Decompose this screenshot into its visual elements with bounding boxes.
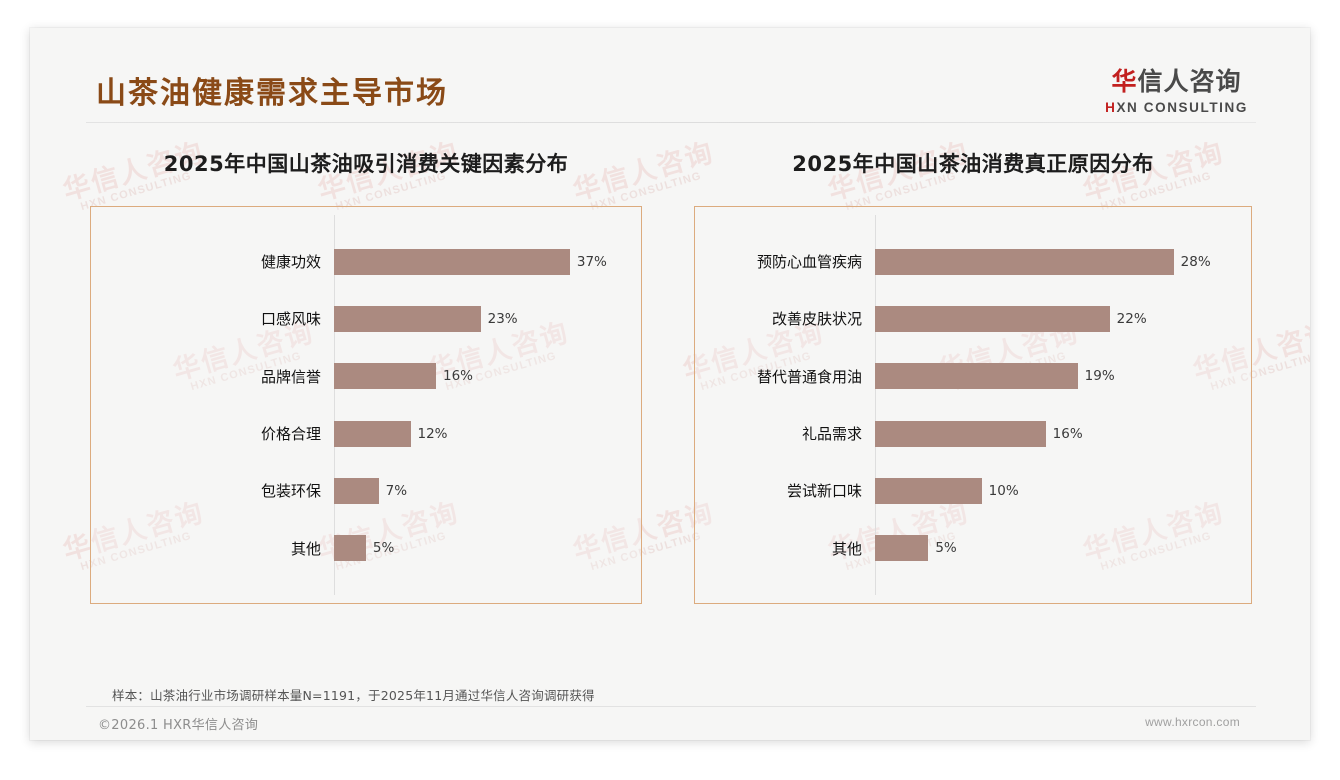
plot-left: 健康功效 37% 口感风味 23% 品牌信誉 16% 价格合理 12% 包装环保 7% 其他 5%	[91, 207, 641, 603]
bar-category-label: 健康功效	[260, 253, 321, 272]
bar-track: 10%	[875, 477, 1241, 504]
bar-row: 改善皮肤状况 22%	[695, 305, 1241, 333]
website-url: www.hxrcon.com	[1145, 715, 1240, 729]
bar	[875, 363, 1078, 390]
plot-right: 预防心血管疾病 28% 改善皮肤状况 22% 替代普通食用油 19% 礼品需求 16% 尝试新口…	[695, 207, 1251, 603]
slide-footer: ©2026.1 HXR华信人咨询 www.hxrcon.com	[30, 714, 1310, 740]
bar-row: 尝试新口味 10%	[695, 477, 1241, 505]
bar-category-label: 尝试新口味	[786, 482, 862, 501]
bar	[334, 363, 436, 390]
bar-row: 预防心血管疾病 28%	[695, 248, 1241, 276]
bar-category-label: 替代普通食用油	[756, 367, 862, 386]
bar-track: 22%	[875, 305, 1241, 332]
bar	[875, 477, 982, 504]
bar-value-label: 16%	[443, 368, 474, 385]
bar-row: 礼品需求 16%	[695, 420, 1241, 448]
bar-category-label: 口感风味	[260, 310, 321, 329]
slide: 华信人咨询 HXN CONSULTING 华信人咨询 HXN CONSULTING 华信…	[30, 28, 1310, 740]
bar-track: 23%	[334, 305, 631, 332]
bar-track: 5%	[875, 535, 1241, 562]
bar-row: 替代普通食用油 19%	[695, 362, 1241, 390]
header-divider	[86, 122, 1256, 123]
page-title: 山茶油健康需求主导市场	[96, 76, 448, 111]
bar-value-label: 23%	[487, 310, 518, 327]
chart-title-right: 2025年中国山茶油消费真正原因分布	[792, 152, 1154, 176]
axis-line-right	[875, 215, 876, 595]
bar-row: 价格合理 12%	[91, 420, 631, 448]
chart-panel-right: 预防心血管疾病 28% 改善皮肤状况 22% 替代普通食用油 19% 礼品需求 16% 尝试新口…	[694, 206, 1252, 604]
footnote: 样本：山茶油行业市场调研样本量N=1191，于2025年11月通过华信人咨询调研…	[112, 688, 595, 703]
bar-category-label: 品牌信誉	[260, 367, 321, 386]
bar-value-label: 5%	[372, 540, 395, 557]
bar-row: 品牌信誉 16%	[91, 362, 631, 390]
chart-title-left: 2025年中国山茶油吸引消费关键因素分布	[163, 152, 569, 176]
bar-category-label: 改善皮肤状况	[771, 310, 862, 329]
axis-line-left	[334, 215, 335, 595]
bar-track: 5%	[334, 535, 631, 562]
copyright-text: ©2026.1 HXR华信人咨询	[98, 718, 259, 733]
bar-track: 12%	[334, 420, 631, 447]
logo-chinese-rest: 信人咨询	[1137, 67, 1242, 96]
company-logo: 华信人咨询 HXN CONSULTING	[1105, 62, 1248, 115]
bar-value-label: 37%	[576, 253, 607, 270]
bar-track: 37%	[334, 248, 631, 275]
bar	[334, 420, 411, 447]
bar	[875, 535, 929, 562]
bar-track: 19%	[875, 363, 1241, 390]
bar	[875, 248, 1174, 275]
bar-value-label: 22%	[1116, 310, 1147, 327]
bar-row: 其他 5%	[91, 534, 631, 562]
bar-value-label: 12%	[417, 425, 448, 442]
bar-category-label: 包装环保	[260, 482, 321, 501]
bar-value-label: 7%	[385, 482, 408, 499]
bar	[334, 477, 379, 504]
bar-value-label: 28%	[1180, 253, 1211, 270]
bar	[334, 305, 481, 332]
bar-category-label: 价格合理	[260, 425, 321, 444]
bar-value-label: 5%	[935, 540, 957, 557]
bar	[334, 248, 570, 275]
bar-value-label: 19%	[1084, 368, 1115, 385]
logo-chinese-highlight: 华	[1111, 67, 1138, 96]
bar-track: 28%	[875, 248, 1241, 275]
bar-value-label: 10%	[988, 482, 1019, 499]
chart-block-right: 2025年中国山茶油消费真正原因分布 预防心血管疾病 28% 改善皮肤状况 22% 替代…	[694, 148, 1252, 604]
bar-row: 其他 5%	[695, 534, 1241, 562]
bar	[875, 305, 1110, 332]
footer-divider	[86, 706, 1256, 707]
bar-row: 包装环保 7%	[91, 477, 631, 505]
bar-track: 16%	[334, 363, 631, 390]
chart-block-left: 2025年中国山茶油吸引消费关键因素分布 健康功效 37% 口感风味 23% 品牌信誉 1…	[90, 148, 642, 604]
bar-category-label: 预防心血管疾病	[756, 253, 862, 272]
bar-category-label: 其他	[290, 539, 321, 558]
slide-header: 山茶油健康需求主导市场 华信人咨询 HXN CONSULTING	[30, 28, 1310, 124]
chart-panel-left: 健康功效 37% 口感风味 23% 品牌信誉 16% 价格合理 12% 包装环保 7% 其他 5%	[90, 206, 642, 604]
logo-english-rest: XN CONSULTING	[1116, 100, 1248, 115]
bar-track: 7%	[334, 477, 631, 504]
bar-track: 16%	[875, 420, 1241, 447]
logo-english-highlight: H	[1105, 100, 1117, 115]
bar-row: 口感风味 23%	[91, 305, 631, 333]
bar-category-label: 其他	[831, 539, 862, 558]
bar	[875, 420, 1046, 447]
bar-category-label: 礼品需求	[801, 425, 862, 444]
logo-chinese: 华信人咨询	[1105, 62, 1248, 98]
bar	[334, 535, 366, 562]
bar-row: 健康功效 37%	[91, 248, 631, 276]
bar-value-label: 16%	[1052, 425, 1083, 442]
logo-english: HXN CONSULTING	[1105, 100, 1248, 115]
